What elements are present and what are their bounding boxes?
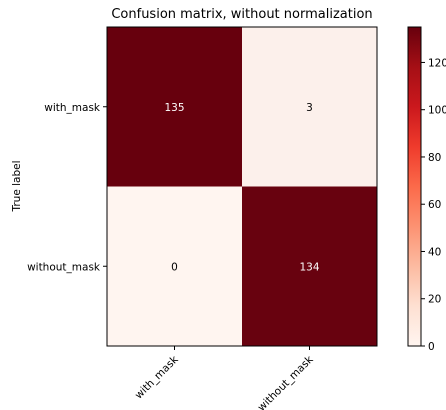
y-tick-label: with_mask: [44, 102, 101, 114]
y-axis-label: True label: [11, 160, 23, 212]
colorbar-tick-label: 100: [428, 105, 446, 117]
colorbar-tick-label: 120: [428, 57, 446, 69]
colorbar-tick-label: 60: [428, 199, 441, 211]
heatmap-cells: [107, 27, 377, 346]
cell-value-label: 134: [299, 261, 319, 273]
heatmap-cell-values: 135 3 0 134: [164, 102, 319, 274]
x-tick-labels: with_mask without_mask: [133, 346, 317, 410]
cell-value-label: 3: [306, 102, 313, 114]
colorbar: [407, 26, 422, 347]
cell-value-label: 0: [171, 261, 178, 273]
cell-value-label: 135: [164, 102, 184, 114]
colorbar-tick-label: 40: [428, 246, 441, 258]
x-tick-label: with_mask: [133, 353, 182, 402]
heatmap-cell: [242, 27, 377, 187]
x-tick-label: without_mask: [256, 353, 317, 410]
colorbar-tick-label: 80: [428, 152, 441, 164]
heatmap-cell: [242, 186, 377, 346]
y-tick-label: without_mask: [27, 261, 101, 273]
colorbar-tick-label: 20: [428, 294, 441, 306]
y-tick-labels: with_mask without_mask: [27, 102, 107, 273]
colorbar-tick-label: 0: [428, 341, 435, 353]
plot-frame: [106, 26, 378, 347]
chart-title: Confusion matrix, without normalization: [111, 7, 372, 22]
colorbar-ticks: 0 20 40 60 80 100 120: [421, 57, 446, 353]
heatmap-cell: [107, 27, 242, 187]
heatmap-cell: [107, 186, 242, 346]
